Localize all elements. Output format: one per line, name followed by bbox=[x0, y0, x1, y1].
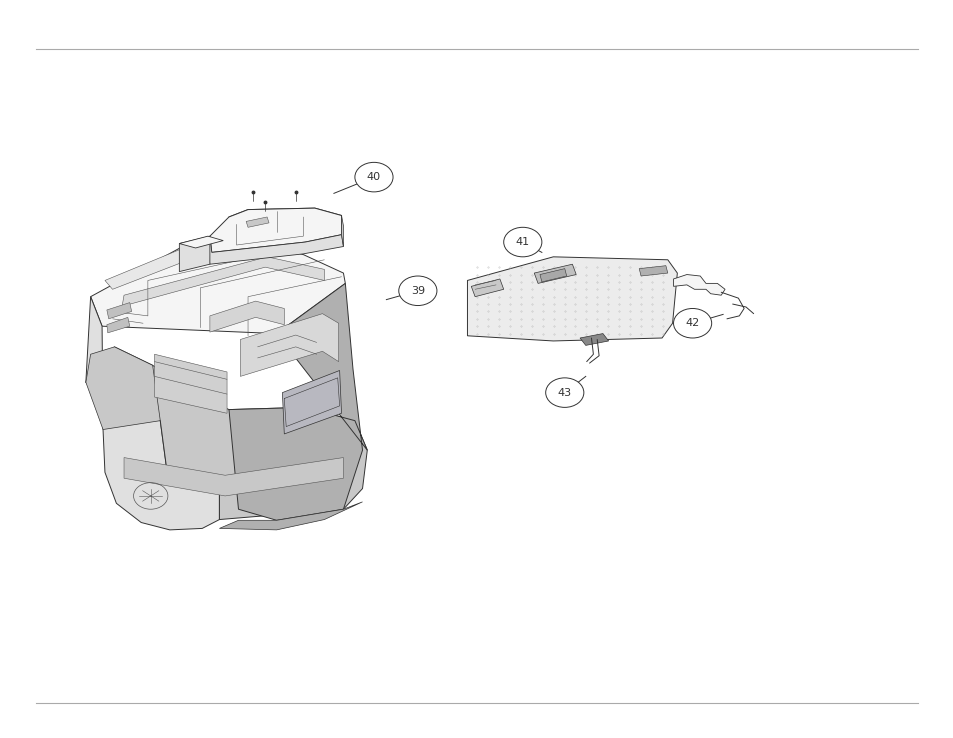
Polygon shape bbox=[579, 334, 608, 345]
Polygon shape bbox=[673, 275, 724, 295]
Polygon shape bbox=[539, 269, 566, 282]
Circle shape bbox=[545, 378, 583, 407]
Polygon shape bbox=[179, 236, 210, 272]
Text: 42: 42 bbox=[685, 318, 699, 328]
Polygon shape bbox=[124, 458, 343, 496]
Polygon shape bbox=[229, 283, 367, 520]
Text: 43: 43 bbox=[558, 387, 571, 398]
Polygon shape bbox=[471, 279, 503, 297]
Circle shape bbox=[398, 276, 436, 306]
Polygon shape bbox=[179, 236, 223, 248]
Polygon shape bbox=[154, 354, 227, 413]
Circle shape bbox=[355, 162, 393, 192]
Polygon shape bbox=[639, 266, 667, 276]
Circle shape bbox=[503, 227, 541, 257]
Polygon shape bbox=[86, 347, 160, 430]
Polygon shape bbox=[86, 347, 367, 520]
Text: 41: 41 bbox=[516, 237, 529, 247]
Polygon shape bbox=[107, 303, 132, 319]
Polygon shape bbox=[91, 238, 345, 334]
Polygon shape bbox=[246, 217, 269, 227]
Polygon shape bbox=[282, 370, 341, 434]
Polygon shape bbox=[210, 301, 284, 332]
Polygon shape bbox=[467, 257, 677, 341]
Polygon shape bbox=[219, 502, 362, 530]
Polygon shape bbox=[240, 314, 338, 376]
Polygon shape bbox=[107, 317, 130, 333]
Polygon shape bbox=[208, 235, 343, 264]
Circle shape bbox=[673, 308, 711, 338]
Polygon shape bbox=[534, 264, 576, 283]
Polygon shape bbox=[341, 215, 343, 246]
Polygon shape bbox=[210, 208, 341, 252]
Polygon shape bbox=[86, 297, 219, 530]
Text: 40: 40 bbox=[367, 172, 380, 182]
Text: 39: 39 bbox=[411, 286, 424, 296]
Polygon shape bbox=[229, 208, 341, 227]
Polygon shape bbox=[105, 242, 233, 289]
Polygon shape bbox=[122, 257, 324, 306]
